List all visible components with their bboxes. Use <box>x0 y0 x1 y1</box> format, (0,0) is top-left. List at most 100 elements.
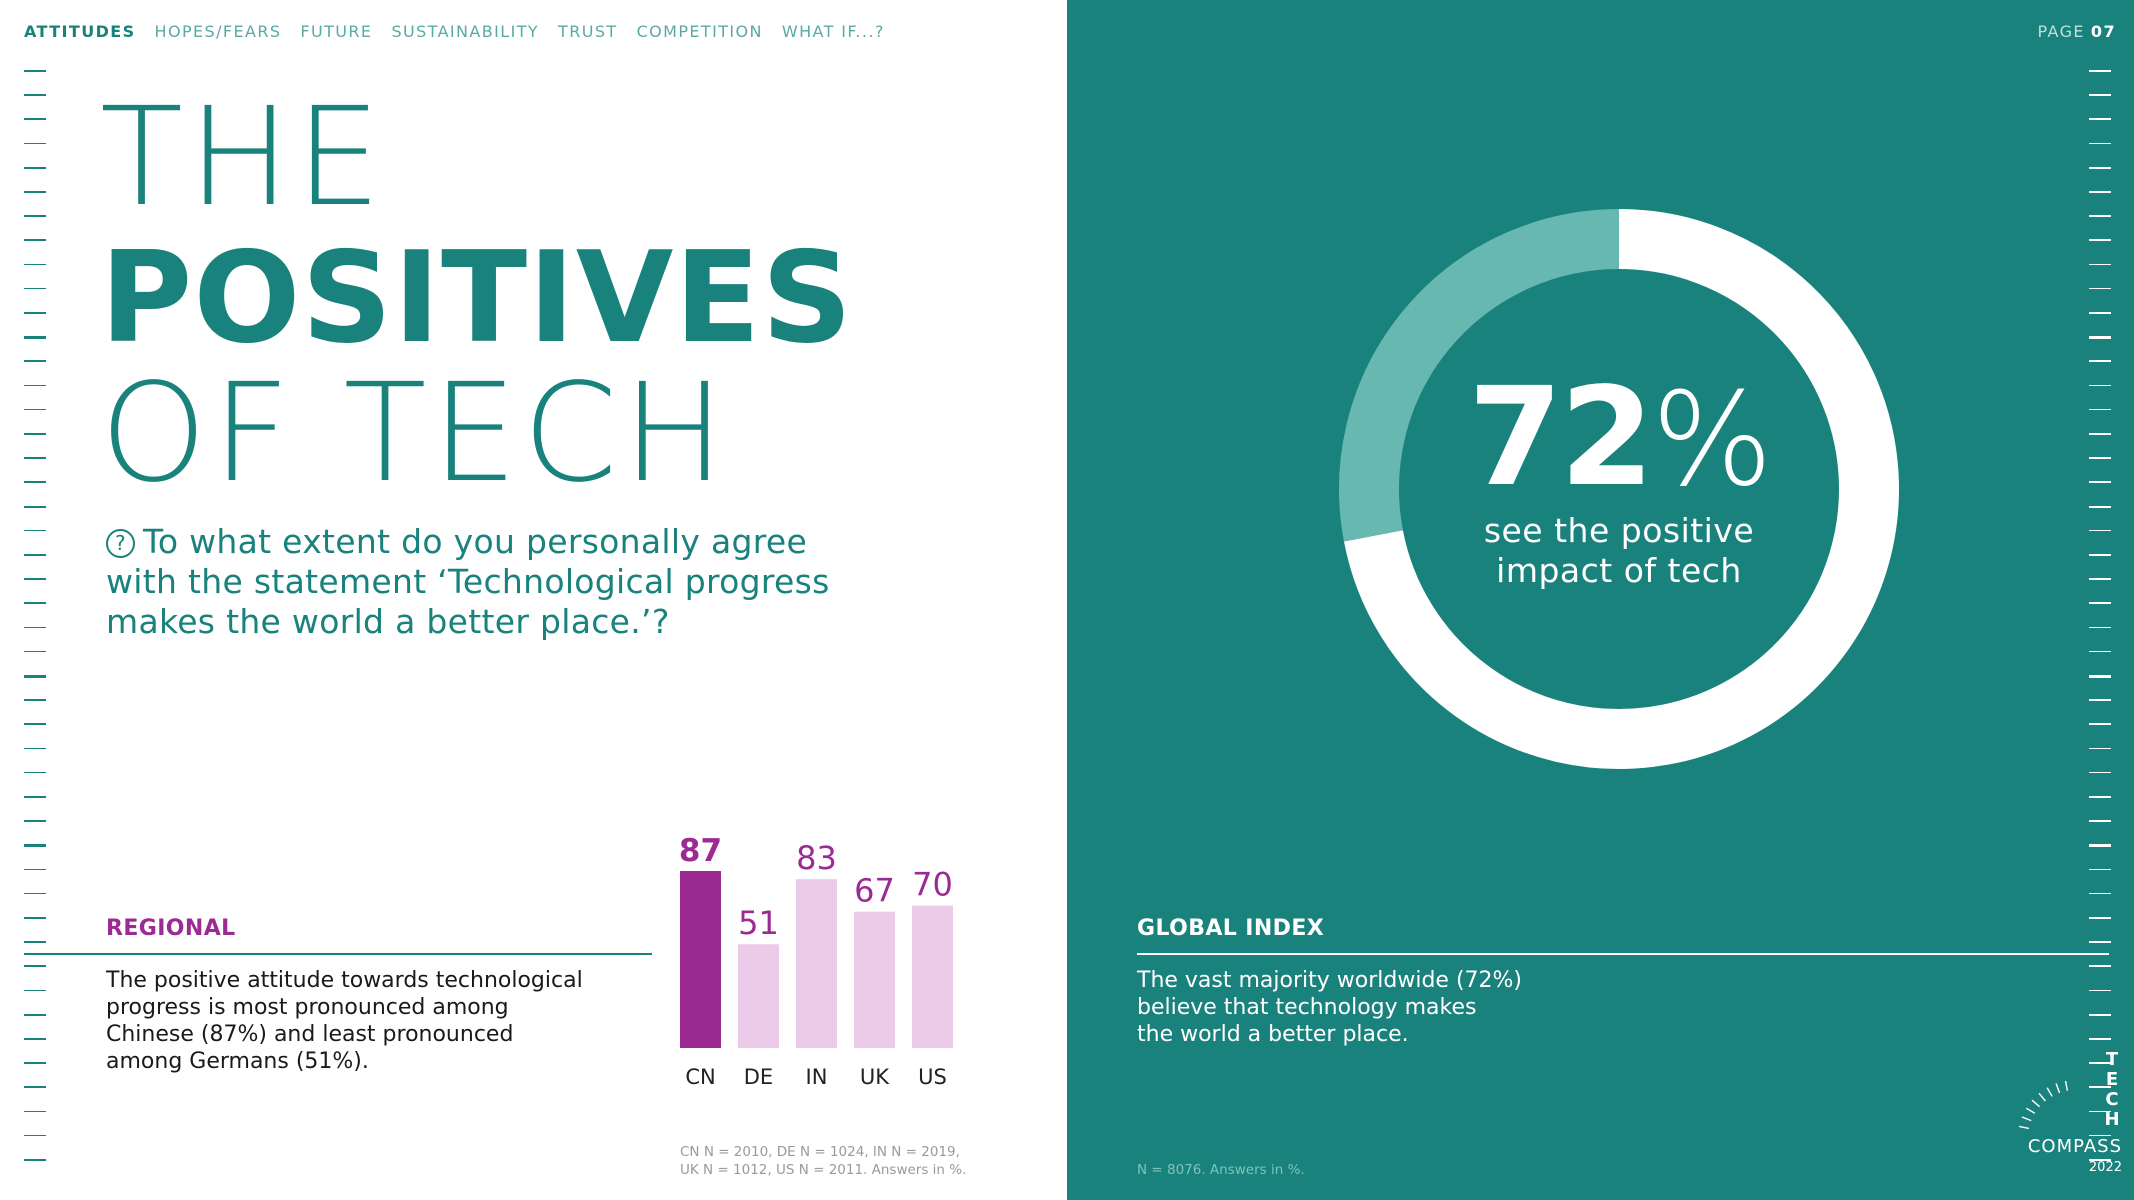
ruler-tick <box>2089 1013 2111 1017</box>
ruler-tick <box>2089 1159 2111 1161</box>
ruler-tick <box>2089 578 2111 580</box>
ruler-tick <box>24 336 46 339</box>
ruler-tick <box>24 433 46 435</box>
ruler-tick <box>24 287 46 290</box>
ruler-tick <box>2089 215 2111 217</box>
page-indicator: PAGE 07 <box>2038 22 2116 41</box>
logo-letter: C <box>2105 1089 2119 1110</box>
ruler-tick <box>2089 650 2111 653</box>
ruler-tick <box>2089 626 2111 629</box>
ruler-tick <box>2089 965 2111 967</box>
nav-item-hopes-fears[interactable]: HOPES/FEARS <box>154 22 282 41</box>
logo-ray <box>2038 1092 2046 1102</box>
bar-in <box>796 879 837 1048</box>
nav-item-attitudes[interactable]: ATTITUDES <box>24 22 136 41</box>
donut-center-label: 72% see the positive impact of tech <box>1338 368 1900 591</box>
ruler-tick <box>2089 699 2111 701</box>
ruler-tick <box>2089 1062 2111 1064</box>
ruler-tick <box>2089 118 2111 120</box>
ruler-tick <box>24 1086 46 1088</box>
ruler-tick <box>2089 457 2111 459</box>
ruler-tick <box>24 481 46 483</box>
page-label: PAGE <box>2037 22 2085 41</box>
ruler-tick <box>24 917 46 919</box>
ruler-tick <box>2089 820 2111 822</box>
global-footnote: N = 8076. Answers in %. <box>1137 1162 1305 1178</box>
nav-item-what-if[interactable]: WHAT IF...? <box>781 22 885 41</box>
ruler-tick <box>24 191 46 193</box>
logo-ray <box>2064 1080 2069 1091</box>
nav-item-competition[interactable]: COMPETITION <box>636 22 763 41</box>
ruler-tick <box>24 723 46 725</box>
ruler-tick <box>2089 481 2111 483</box>
ruler-tick <box>2089 529 2111 532</box>
nav-item-sustainability[interactable]: SUSTAINABILITY <box>391 22 540 41</box>
logo-compass-word: COMPASS <box>2027 1136 2122 1157</box>
ruler-tick <box>24 1062 46 1064</box>
ruler-tick <box>24 505 46 509</box>
ruler-tick <box>24 578 46 580</box>
title-line-1: THE <box>100 79 387 237</box>
x-tick-label-uk: UK <box>860 1065 890 1089</box>
ruler-tick <box>2089 263 2111 266</box>
ruler-tick <box>2089 1086 2111 1088</box>
ruler-tick <box>24 142 46 145</box>
ruler-tick <box>24 602 46 604</box>
global-text: The vast majority worldwide (72%) believ… <box>1137 968 1523 1047</box>
ruler-tick <box>24 626 46 629</box>
ruler-tick <box>2089 868 2111 871</box>
ruler-tick <box>24 408 46 411</box>
bar-us <box>912 905 953 1048</box>
ruler-tick <box>2089 408 2111 411</box>
x-tick-label-de: DE <box>744 1065 773 1089</box>
logo-year: 2022 <box>2088 1160 2122 1175</box>
ruler-tick <box>2089 844 2111 847</box>
x-tick-label-in: IN <box>806 1065 828 1089</box>
right-tick-ruler <box>2089 70 2111 1180</box>
ruler-tick <box>24 166 46 170</box>
ruler-tick <box>2089 917 2111 919</box>
ruler-tick <box>24 844 46 847</box>
page-number: 07 <box>2090 22 2116 41</box>
donut-caption: see the positive impact of tech <box>1483 511 1755 590</box>
ruler-tick <box>2089 191 2111 193</box>
ruler-tick <box>24 70 46 72</box>
bar-de <box>738 944 779 1048</box>
ruler-tick <box>2089 796 2111 798</box>
ruler-tick <box>24 1013 46 1017</box>
left-tick-ruler <box>24 70 46 1180</box>
logo-ray <box>2046 1087 2053 1097</box>
ruler-tick <box>2089 336 2111 339</box>
bar-value-label-in: 83 <box>796 839 837 877</box>
nav-item-future[interactable]: FUTURE <box>300 22 373 41</box>
logo-ray <box>2031 1099 2041 1108</box>
regional-bar-chart: 87 CN 51 DE 83 IN 67 UK 70 US <box>679 833 953 1089</box>
ruler-tick <box>24 771 46 774</box>
ruler-tick <box>24 650 46 653</box>
global-index-heading: GLOBAL INDEX <box>1137 916 1325 941</box>
nav-item-trust[interactable]: TRUST <box>558 22 618 41</box>
ruler-tick <box>24 312 46 314</box>
ruler-tick <box>24 1134 46 1137</box>
logo-letter: E <box>2105 1069 2119 1090</box>
question-circle-icon: ? <box>106 528 135 558</box>
bar-value-label-de: 51 <box>738 904 779 942</box>
ruler-tick <box>2089 239 2111 241</box>
x-tick-label-cn: CN <box>685 1065 715 1089</box>
ruler-tick <box>2089 1110 2111 1113</box>
logo-ray <box>2025 1107 2036 1114</box>
ruler-tick <box>24 699 46 701</box>
ruler-tick <box>2089 142 2111 145</box>
ruler-tick <box>2089 433 2111 435</box>
ruler-tick <box>24 989 46 992</box>
ruler-tick <box>24 94 46 96</box>
donut-slice-other <box>1339 209 1620 542</box>
ruler-tick <box>2089 771 2111 774</box>
ruler-tick <box>24 457 46 459</box>
regional-heading: REGIONAL <box>106 916 236 941</box>
ruler-tick <box>24 1110 46 1113</box>
left-panel: ATTITUDES HOPES/FEARS FUTURE SUSTAINABILITY… <box>24 22 967 1180</box>
ruler-tick <box>2089 892 2111 895</box>
bar-cn <box>680 871 721 1048</box>
compass-rays-icon <box>2019 1080 2069 1130</box>
